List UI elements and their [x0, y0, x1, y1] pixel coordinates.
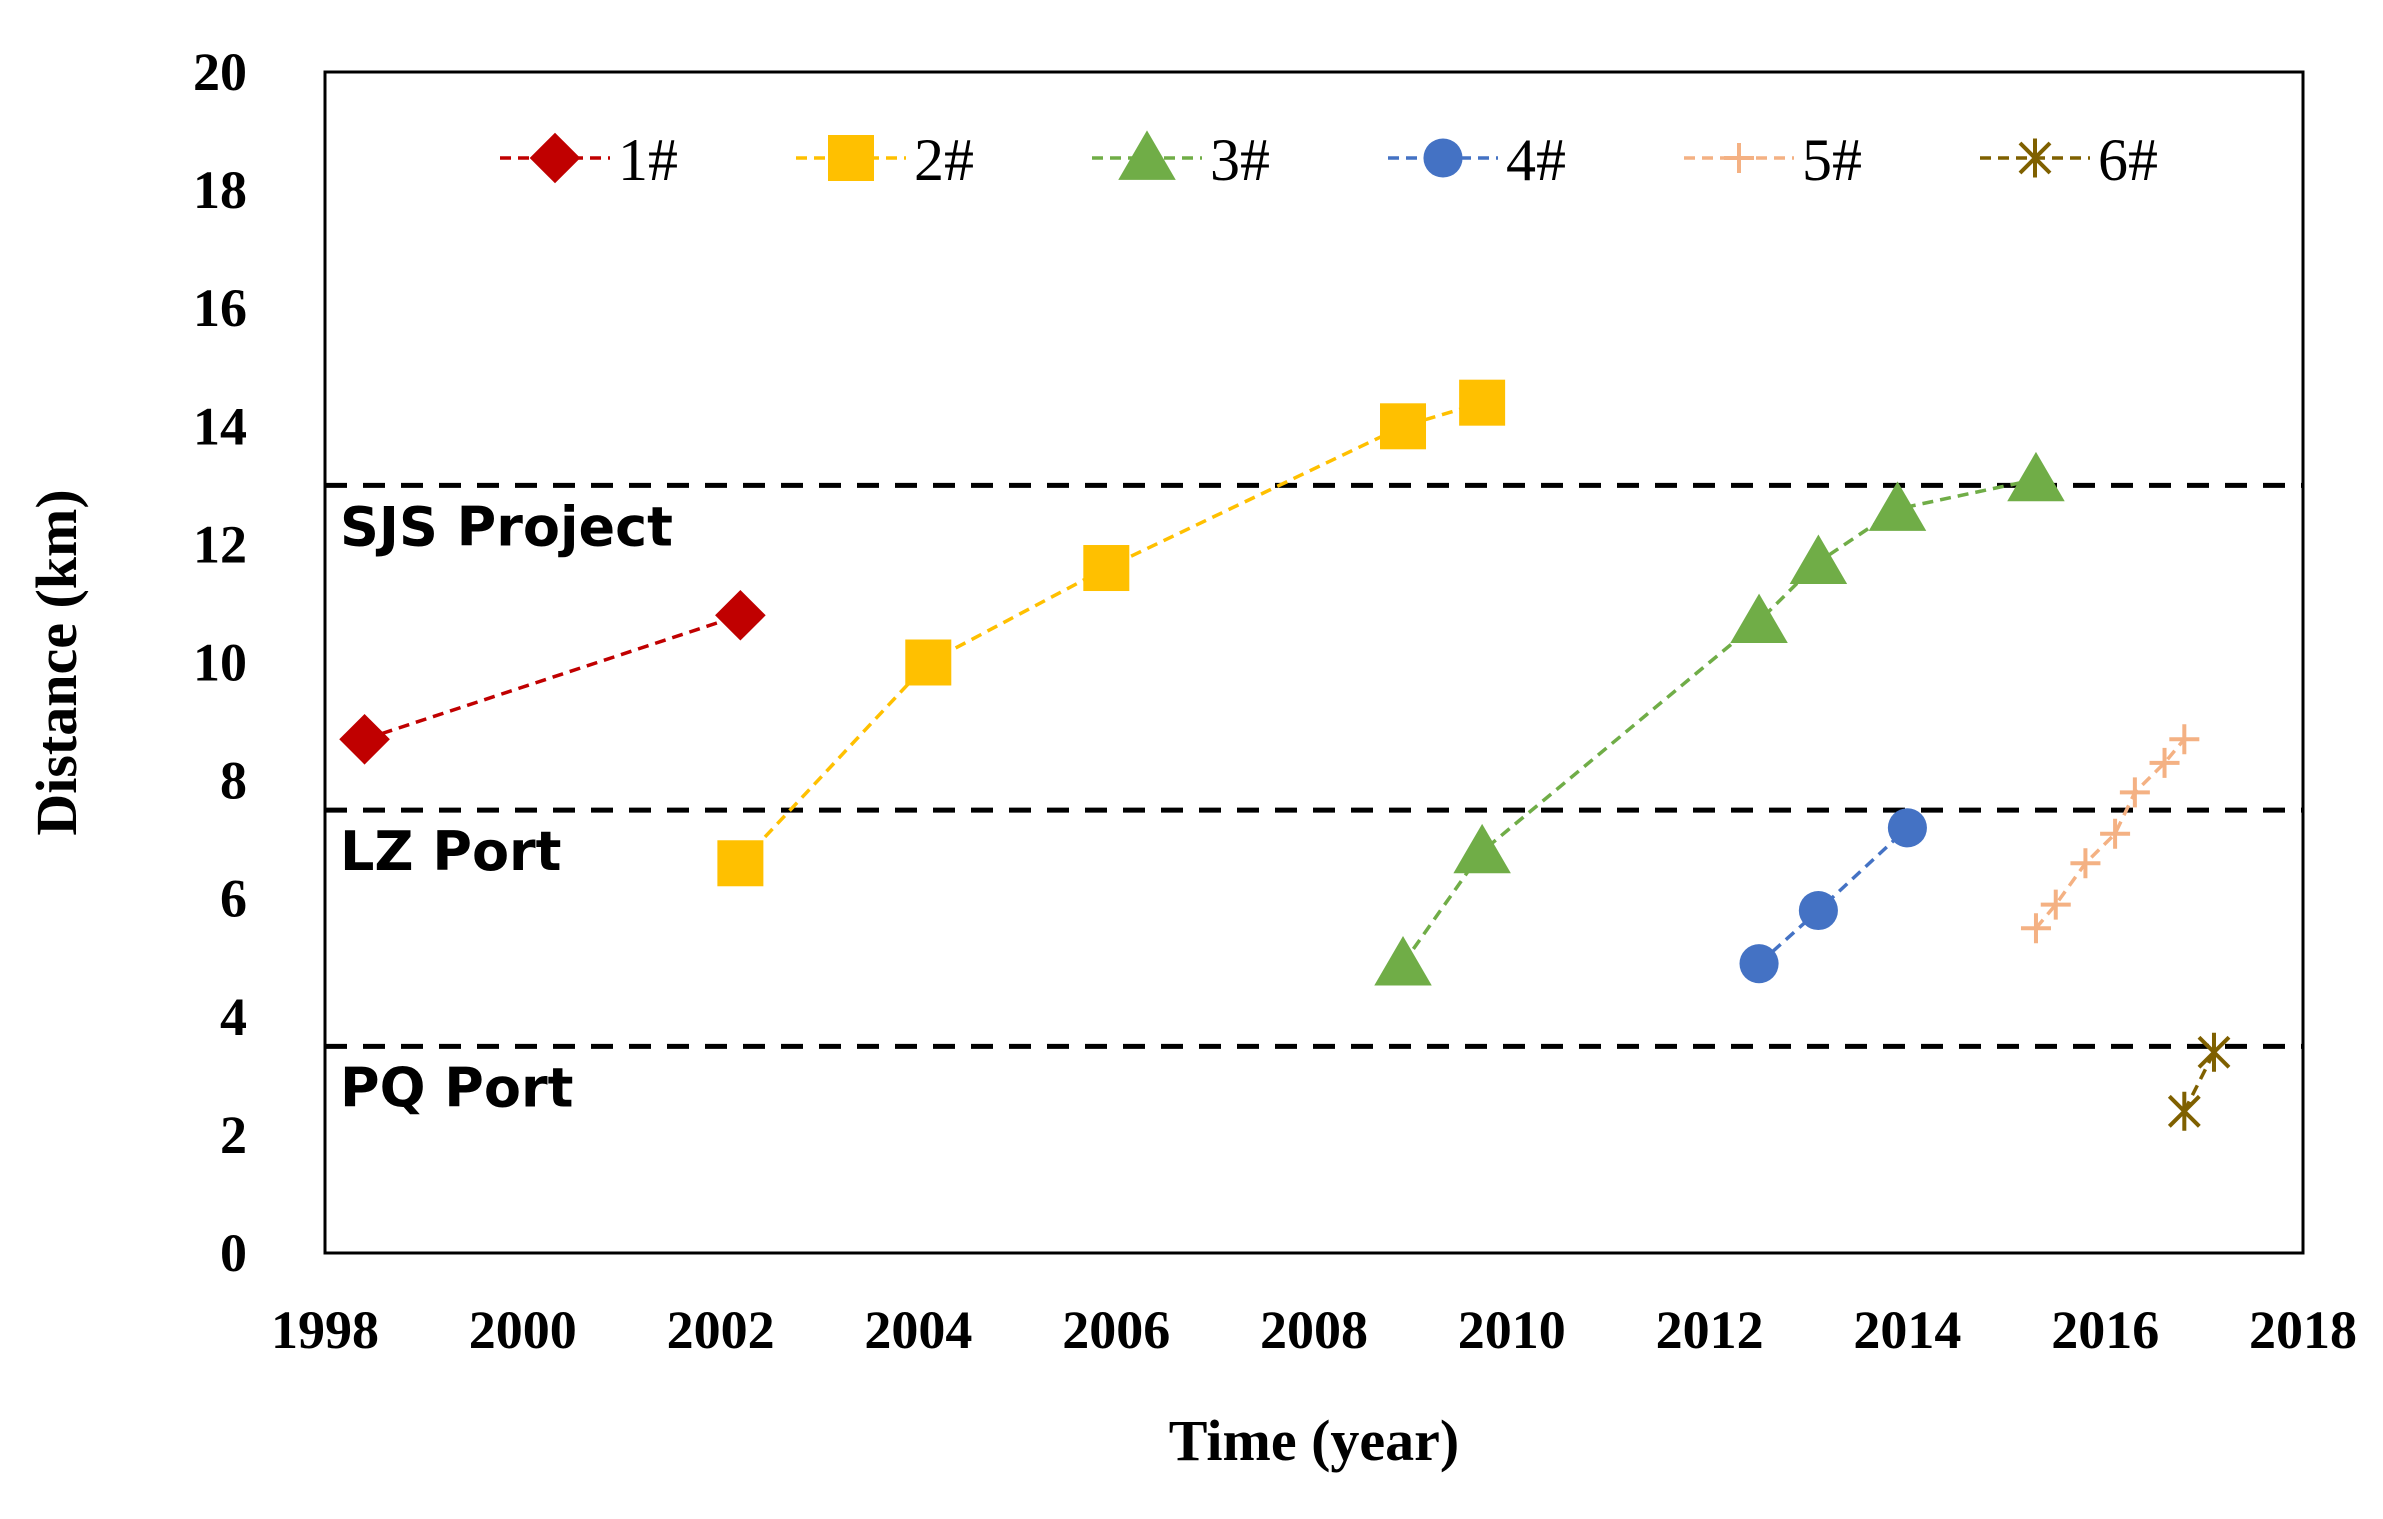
x-tick-label: 2002 [667, 1300, 775, 1360]
x-tick-label: 1998 [271, 1300, 379, 1360]
reference-line-label: LZ Port [340, 820, 561, 883]
x-tick-label: 2016 [2051, 1300, 2159, 1360]
x-tick-label: 2014 [1853, 1300, 1961, 1360]
legend-item: 2# [796, 127, 974, 193]
y-tick-label: 0 [220, 1223, 247, 1283]
data-point [1887, 808, 1927, 848]
reference-lines: SJS Project LZ Port PQ Port [325, 482, 2303, 1119]
reference-line-label: PQ Port [340, 1056, 573, 1119]
reference-line-label: SJS Project [340, 495, 673, 558]
legend-label: 3# [1210, 127, 1270, 193]
legend-item: 6# [1980, 127, 2158, 193]
legend-marker [828, 135, 874, 181]
y-tick-label: 8 [220, 751, 247, 811]
data-point [1789, 534, 1848, 584]
x-tick-label: 2012 [1656, 1300, 1764, 1360]
y-tick-label: 16 [193, 278, 247, 338]
plot-area-border [323, 70, 2305, 1255]
x-tick-label: 2010 [1458, 1300, 1566, 1360]
data-point [2040, 889, 2071, 920]
data-point [2007, 451, 2065, 502]
legend-item: 4# [1388, 127, 1566, 193]
data-point [1453, 823, 1511, 874]
y-axis-tick-labels: 0 2 4 6 8 10 12 14 16 18 20 [193, 42, 247, 1283]
y-tick-label: 12 [193, 514, 247, 574]
data-point [339, 713, 390, 765]
series-4 [2020, 724, 2200, 944]
series-1 [717, 379, 1506, 887]
series-0 [339, 589, 766, 765]
x-axis-tick-labels: 1998 2000 2002 2004 2006 2008 2010 2012 2014 2016… [271, 1300, 2357, 1360]
data-point [905, 639, 952, 686]
y-tick-label: 20 [193, 42, 247, 102]
data-point [2167, 1091, 2201, 1131]
x-axis-title: Time (year) [1169, 1408, 1459, 1473]
data-point [1730, 593, 1788, 644]
legend-label: 6# [2098, 127, 2158, 193]
legend-label: 4# [1506, 127, 1566, 193]
data-point [717, 840, 764, 887]
data-point [1868, 481, 1927, 531]
legend-marker [2018, 138, 2052, 178]
y-tick-label: 2 [220, 1105, 247, 1165]
data-point [2020, 913, 2051, 944]
legend-marker [1724, 143, 1754, 173]
data-point [1459, 379, 1506, 426]
legend-item: 1# [500, 127, 678, 193]
series-line [364, 613, 741, 741]
data-point [2100, 818, 2131, 849]
data-point [715, 589, 766, 641]
data-point [2169, 724, 2200, 755]
y-tick-label: 18 [193, 160, 247, 220]
y-tick-label: 14 [193, 396, 247, 456]
series-line [2182, 1051, 2216, 1113]
series-5 [2167, 1032, 2231, 1131]
y-tick-label: 10 [193, 633, 247, 693]
series-layer [339, 379, 2231, 1131]
legend: 1# 2# 3# 4# 5# 6# [500, 127, 2158, 193]
x-tick-label: 2006 [1062, 1300, 1170, 1360]
x-tick-label: 2018 [2249, 1300, 2357, 1360]
data-point [1798, 890, 1838, 931]
data-point [1374, 936, 1432, 986]
y-tick-label: 4 [220, 987, 247, 1047]
data-point [1083, 545, 1130, 592]
legend-label: 1# [618, 127, 678, 193]
data-point [1739, 944, 1779, 984]
legend-marker [1118, 130, 1176, 180]
y-tick-label: 6 [220, 869, 247, 929]
series-3 [1739, 808, 1927, 984]
x-tick-label: 2008 [1260, 1300, 1368, 1360]
y-axis-title: Distance (km) [24, 489, 89, 835]
data-point [2197, 1032, 2231, 1072]
data-point [2119, 777, 2150, 808]
legend-label: 2# [914, 127, 974, 193]
series-2 [1374, 451, 2065, 986]
data-point [1380, 403, 1427, 450]
legend-label: 5# [1802, 127, 1862, 193]
x-tick-label: 2004 [864, 1300, 972, 1360]
legend-item: 3# [1092, 127, 1270, 193]
legend-marker [529, 132, 581, 184]
x-tick-label: 2000 [469, 1300, 577, 1360]
legend-item: 5# [1684, 127, 1862, 193]
data-point [2149, 747, 2180, 778]
legend-marker [1423, 138, 1463, 178]
data-point [2070, 848, 2101, 879]
